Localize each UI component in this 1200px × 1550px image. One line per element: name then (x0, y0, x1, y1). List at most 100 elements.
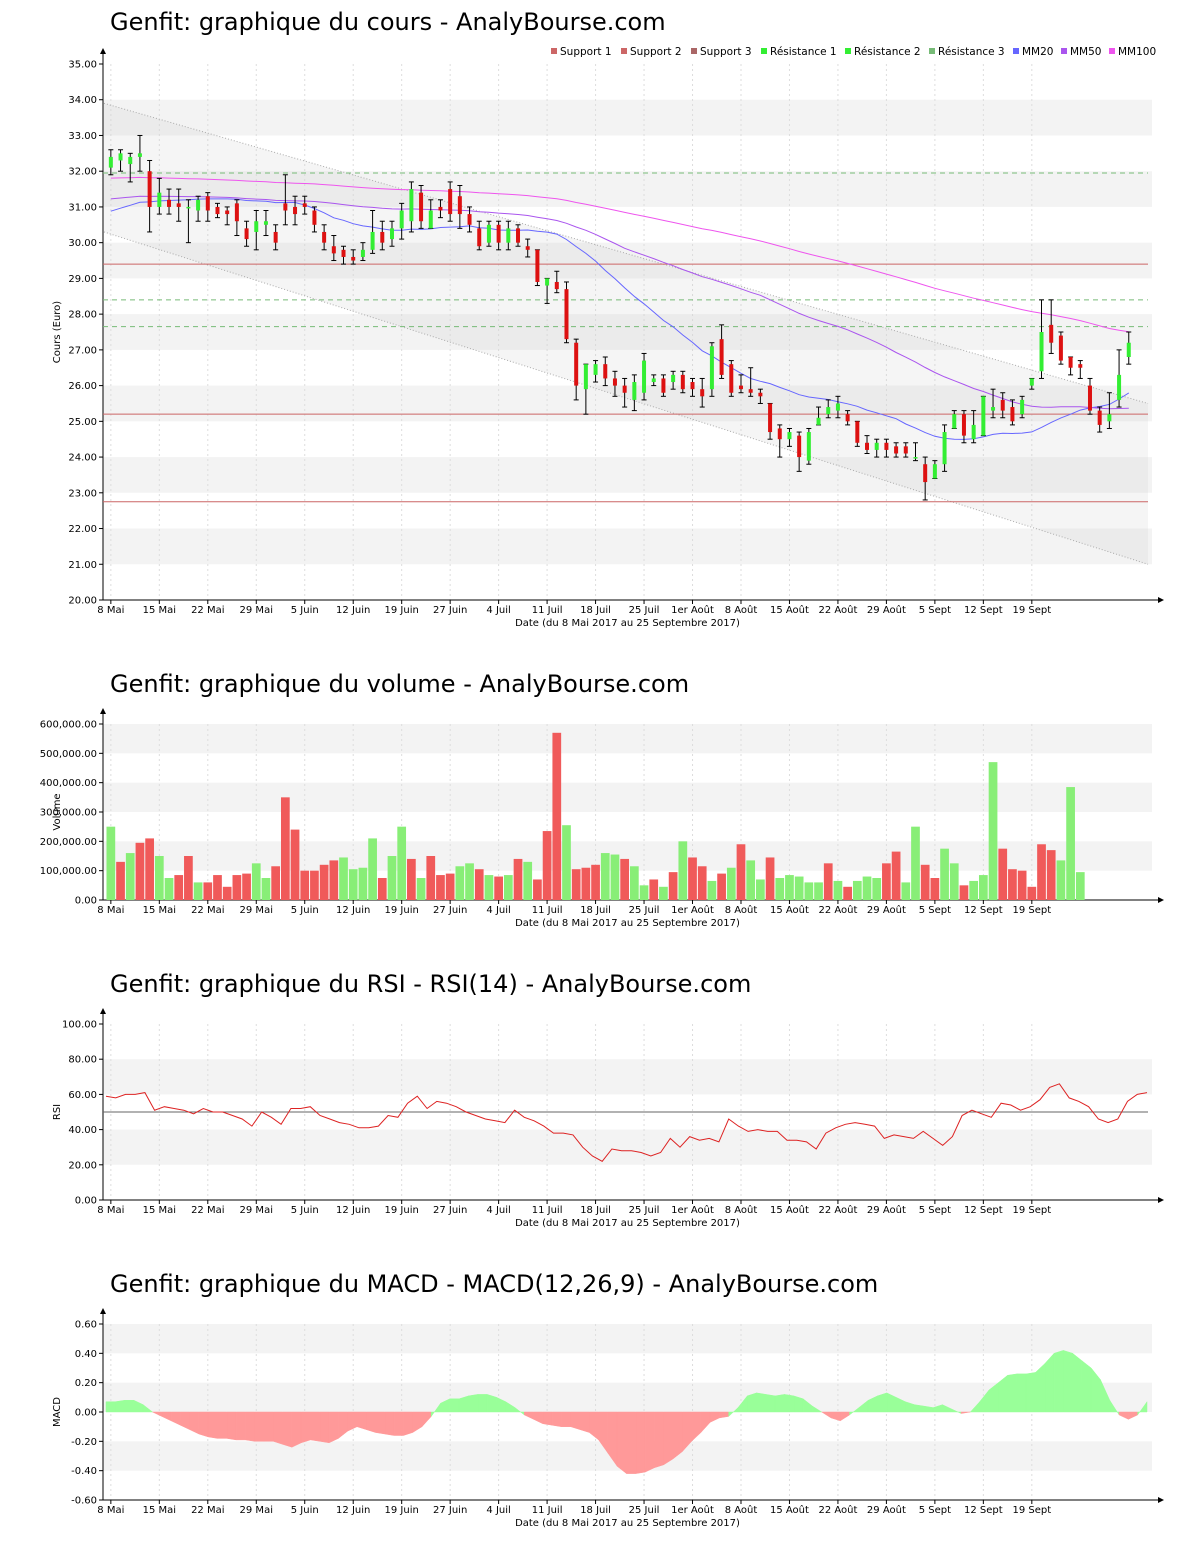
y-tick-label: 80.00 (68, 1055, 97, 1066)
x-tick-label: 12 Sept (964, 605, 1003, 616)
x-tick-label: 18 Juil (580, 905, 611, 916)
macd-area-segment (393, 1411, 404, 1436)
volume-bar (358, 867, 368, 900)
candle-body (312, 210, 317, 225)
volume-bar (533, 879, 542, 900)
y-tick-label: 20.00 (68, 596, 97, 607)
x-tick-label: 8 Mai (97, 1505, 124, 1516)
x-tick-label: 12 Juin (336, 605, 370, 616)
candle-body (419, 192, 424, 222)
macd-area-segment (1090, 1367, 1101, 1413)
candle-body (942, 432, 947, 465)
volume-bar (920, 864, 930, 900)
volume-bar (416, 878, 426, 900)
candle-body (554, 281, 559, 290)
legend-swatch (1061, 48, 1067, 54)
volume-bar (823, 863, 833, 900)
y-tick-label: 32.00 (68, 167, 97, 178)
x-axis-label: Date (du 8 Mai 2017 au 25 Septembre 2017… (515, 618, 740, 629)
volume-bar (794, 876, 804, 900)
macd-area-segment (589, 1411, 599, 1441)
legend-swatch (929, 48, 935, 54)
candle-body (331, 246, 336, 254)
y-tick-label: 20.00 (68, 1160, 97, 1171)
candle-body (981, 396, 986, 436)
volume-bar (1075, 872, 1085, 900)
y-tick-label: -0.20 (71, 1437, 97, 1448)
candle-body (1020, 399, 1025, 415)
x-tick-label: 12 Sept (964, 1505, 1003, 1516)
macd-area-segment (616, 1411, 627, 1475)
candle-body (709, 346, 714, 390)
x-tick-label: 19 Juin (385, 1505, 419, 1516)
macd-area-segment (161, 1411, 172, 1422)
y-tick-label: 300,000.00 (40, 808, 97, 819)
legend-entry: Support 1 (560, 46, 612, 58)
y-tick-label: 29.00 (68, 274, 97, 285)
candle-body (1000, 399, 1005, 411)
candle-body (506, 228, 511, 243)
grid-band (103, 782, 1152, 812)
macd-area-segment (291, 1411, 302, 1448)
volume-bar (872, 878, 882, 900)
volume-bar (436, 875, 445, 900)
mm50-line (110, 195, 1129, 410)
candle-body (360, 249, 365, 257)
macd-area-segment (654, 1411, 664, 1469)
macd-area-segment (793, 1395, 804, 1413)
volume-bar (988, 762, 998, 900)
candle-body (137, 153, 142, 157)
macd-area-segment (914, 1404, 925, 1413)
candle-body (196, 199, 201, 211)
x-tick-label: 29 Mai (240, 905, 273, 916)
volume-bar (843, 886, 852, 900)
y-tick-label: 34.00 (68, 95, 97, 106)
macd-area-segment (207, 1411, 218, 1439)
volume-bar (300, 870, 310, 900)
legend-entry: Résistance 1 (770, 46, 837, 58)
candle-body (894, 446, 899, 454)
volume-bar (726, 867, 736, 900)
y-axis-arrow (100, 708, 106, 714)
x-tick-label: 25 Juil (629, 1505, 660, 1516)
y-tick-label: 600,000.00 (40, 720, 97, 731)
candle-body (835, 403, 840, 411)
y-tick-label: -0.40 (71, 1466, 97, 1477)
volume-bar (251, 863, 261, 900)
x-axis-arrow (1158, 897, 1164, 903)
x-tick-label: 22 Août (818, 1504, 857, 1516)
y-tick-label: 21.00 (68, 560, 97, 571)
macd-area-segment (375, 1411, 386, 1435)
legend-entry: MM20 (1022, 46, 1053, 58)
x-tick-label: 15 Août (770, 904, 809, 916)
y-tick-label: 0.00 (75, 1408, 97, 1419)
macd-area-segment (152, 1411, 163, 1417)
volume-bar (184, 856, 193, 900)
volume-bar (377, 878, 387, 900)
candle-body (845, 414, 850, 422)
candle-body (351, 256, 356, 261)
volume-bar (688, 857, 697, 900)
macd-area-segment (719, 1411, 729, 1419)
candle-body (612, 378, 617, 386)
legend-entry: MM50 (1070, 46, 1101, 58)
macd-area-segment (189, 1411, 200, 1435)
macd-area-segment (1035, 1363, 1046, 1413)
macd-area-segment (1025, 1372, 1036, 1413)
macd-area-segment (700, 1411, 711, 1434)
x-tick-label: 12 Sept (964, 1205, 1003, 1216)
macd-area-segment (338, 1411, 348, 1439)
rsi-line (105, 1083, 1148, 1162)
candle-body (322, 231, 327, 243)
macd-area-segment (319, 1411, 330, 1444)
candle-body (826, 407, 831, 415)
volume-bar (949, 863, 959, 900)
volume-bar (465, 863, 474, 900)
candle-body (661, 378, 666, 393)
y-tick-label: 28.00 (68, 310, 97, 321)
x-tick-label: 27 Juin (433, 1505, 467, 1516)
x-tick-label: 15 Mai (143, 1505, 176, 1516)
candle-body (1010, 407, 1015, 422)
x-tick-label: 4 Juil (486, 905, 510, 916)
volume-bar (397, 826, 407, 900)
